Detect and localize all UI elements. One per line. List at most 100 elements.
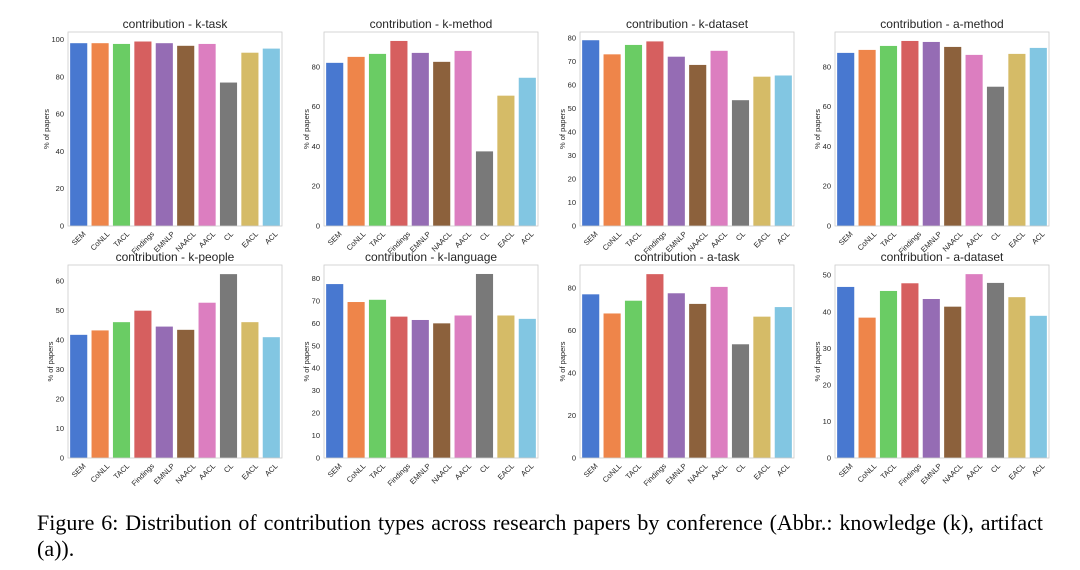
y-tick-label: 60 — [56, 110, 64, 119]
y-tick-label: 60 — [823, 102, 831, 111]
y-tick-label: 0 — [827, 454, 831, 463]
bar-naacl — [689, 64, 707, 227]
x-tick-label-findings: Findings — [642, 461, 669, 488]
bar-eacl — [1008, 53, 1026, 227]
bar-findings — [646, 41, 664, 226]
plot-frame — [834, 31, 1050, 227]
x-tick-label-cl: CL — [734, 229, 747, 242]
x-tick-label-tacl: TACL — [624, 229, 644, 249]
bar-conll — [347, 56, 365, 226]
bar-cl — [219, 274, 238, 458]
x-tick-label-sem: SEM — [70, 461, 88, 479]
x-tick-label-cl: CL — [989, 229, 1002, 242]
y-tick-label: 50 — [312, 341, 320, 350]
y-axis-label: % of papers — [46, 341, 55, 381]
bar-acl — [1029, 47, 1047, 226]
y-tick-label: 50 — [568, 104, 576, 113]
x-tick-label-acl: ACL — [775, 461, 792, 478]
bar-cl — [475, 273, 494, 458]
y-tick-label: 30 — [568, 151, 576, 160]
x-tick-label-emnlp: EMNLP — [408, 461, 433, 486]
x-tick-label-eacl: EACL — [752, 461, 772, 481]
bar-cl — [986, 282, 1005, 458]
bar-cl — [731, 344, 750, 458]
bar-cl — [475, 151, 494, 226]
plot-frame — [579, 264, 795, 459]
chart-title: contribution - k-method — [370, 17, 493, 31]
x-tick-label-cl: CL — [478, 229, 491, 242]
bar-tacl — [112, 43, 131, 226]
x-tick-label-eacl: EACL — [1007, 229, 1027, 249]
bar-tacl — [112, 322, 131, 458]
bar-findings — [646, 274, 664, 458]
y-tick-label: 30 — [823, 344, 831, 353]
bar-emnlp — [411, 319, 429, 458]
x-tick-label-naacl: NAACL — [430, 461, 454, 485]
y-tick-label: 20 — [823, 182, 831, 191]
x-tick-label-emnlp: EMNLP — [919, 461, 944, 486]
bar-emnlp — [411, 52, 429, 227]
y-tick-label: 80 — [312, 62, 320, 71]
x-tick-label-emnlp: EMNLP — [152, 461, 177, 486]
bar-naacl — [433, 323, 451, 458]
y-tick-label: 20 — [312, 409, 320, 418]
x-tick-label-aacl: AACL — [709, 461, 729, 481]
chart-panel-k-method: contribution - k-method 0 20 40 60 80 % of pap… — [302, 17, 539, 256]
y-tick-label: 10 — [568, 198, 576, 207]
y-axis-label: % of papers — [558, 341, 567, 381]
bar-findings — [901, 40, 919, 227]
bar-tacl — [624, 300, 643, 458]
x-tick-label-aacl: AACL — [453, 461, 473, 481]
x-tick-label-conll: CoNLL — [601, 229, 624, 252]
bar-eacl — [1008, 297, 1026, 458]
bar-aacl — [965, 54, 983, 226]
bar-sem — [837, 286, 855, 458]
x-tick-label-conll: CoNLL — [345, 461, 368, 484]
y-tick-label: 0 — [60, 454, 64, 463]
x-tick-label-aacl: AACL — [964, 461, 984, 481]
bar-acl — [518, 318, 536, 458]
bar-acl — [774, 75, 792, 227]
chart-panel-a-dataset: contribution - a-dataset 0 10 20 30 40 50 % of … — [813, 250, 1050, 488]
bar-sem — [326, 284, 344, 458]
x-tick-label-conll: CoNLL — [345, 229, 368, 252]
bar-naacl — [944, 46, 962, 226]
bar-sem — [837, 52, 855, 227]
y-tick-label: 60 — [568, 326, 576, 335]
bar-eacl — [241, 322, 259, 458]
bar-findings — [134, 310, 152, 458]
y-tick-label: 10 — [312, 431, 320, 440]
bar-findings — [390, 40, 408, 227]
bar-naacl — [433, 61, 451, 226]
x-tick-label-tacl: TACL — [368, 461, 388, 481]
x-tick-label-tacl: TACL — [368, 229, 388, 249]
y-tick-label: 0 — [572, 454, 576, 463]
plot-frame — [834, 264, 1050, 459]
x-tick-label-sem: SEM — [582, 229, 600, 247]
x-tick-label-naacl: NAACL — [941, 461, 965, 485]
y-axis-label: % of papers — [302, 109, 311, 149]
x-tick-label-eacl: EACL — [240, 461, 260, 481]
x-tick-label-acl: ACL — [1030, 461, 1047, 478]
y-tick-label: 30 — [56, 365, 64, 374]
bar-conll — [347, 302, 365, 458]
x-tick-label-cl: CL — [222, 461, 235, 474]
bar-eacl — [753, 76, 771, 226]
bar-acl — [518, 77, 536, 226]
y-tick-label: 40 — [823, 307, 831, 316]
y-tick-label: 30 — [312, 386, 320, 395]
bar-tacl — [368, 299, 387, 458]
x-tick-label-aacl: AACL — [197, 229, 217, 249]
bar-emnlp — [667, 293, 685, 458]
bar-emnlp — [922, 298, 940, 458]
y-tick-label: 20 — [312, 182, 320, 191]
y-axis-label: % of papers — [302, 341, 311, 381]
bar-conll — [603, 313, 621, 458]
y-tick-label: 50 — [823, 271, 831, 280]
plot-frame — [579, 31, 795, 227]
bar-eacl — [753, 316, 771, 458]
x-tick-label-acl: ACL — [519, 229, 536, 246]
bar-conll — [91, 330, 109, 458]
x-tick-label-conll: CoNLL — [856, 229, 879, 252]
